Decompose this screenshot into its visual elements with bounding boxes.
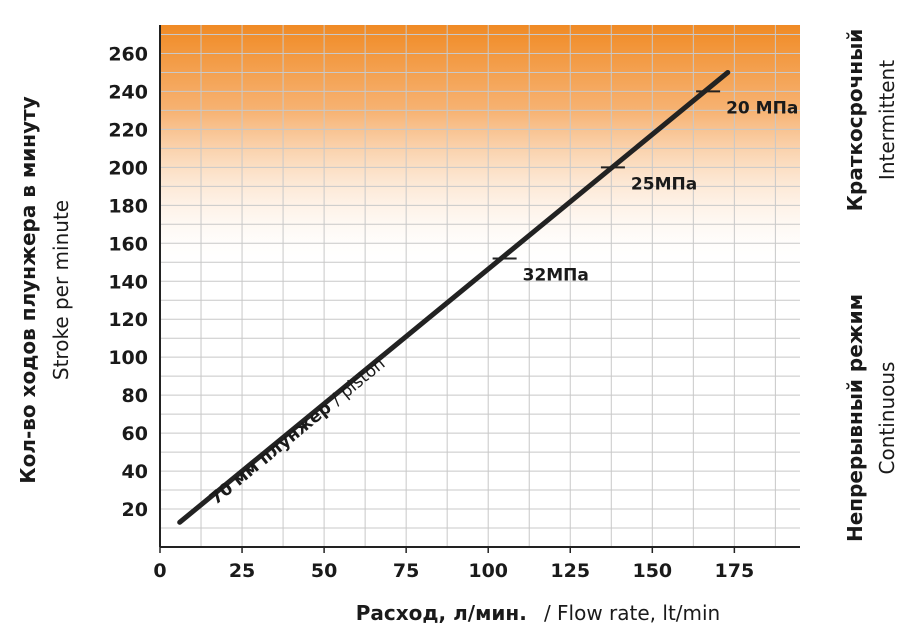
y-tick-label: 60 [122, 423, 148, 445]
y-tick-label: 100 [108, 347, 148, 369]
y-tick-label: 140 [108, 271, 148, 293]
x-tick-label: 75 [393, 560, 419, 582]
y-tick-label: 120 [108, 309, 148, 331]
y-axis-title-primary: Кол-во ходов плунжера в минуту [16, 96, 40, 484]
x-axis-title-primary: Расход, л/мин. [356, 601, 527, 625]
x-axis-title: Расход, л/мин. / Flow rate, lt/min [356, 601, 721, 625]
x-tick-label: 25 [229, 560, 255, 582]
region-intermittent-label-primary: Краткосрочный [843, 29, 867, 212]
x-tick-label: 150 [632, 560, 672, 582]
y-tick-label: 80 [122, 385, 148, 407]
x-tick-labels: 0 25 50 75 100 125 150 175 [153, 547, 754, 582]
x-axis-title-secondary: / Flow rate, lt/min [544, 601, 720, 625]
y-tick-label: 180 [108, 195, 148, 217]
y-tick-label: 40 [122, 461, 148, 483]
y-axis-title-secondary: Stroke per minute [49, 200, 73, 380]
x-tick-label: 50 [311, 560, 337, 582]
y-tick-label: 200 [108, 157, 148, 179]
y-tick-label: 260 [108, 43, 148, 65]
x-tick-label: 100 [468, 560, 508, 582]
region-continuous-label-primary: Непрерывный режим [843, 294, 867, 542]
y-tick-label: 160 [108, 233, 148, 255]
region-continuous-label-secondary: Continuous [875, 362, 899, 475]
y-tick-label: 240 [108, 81, 148, 103]
y-tick-labels: 20 40 60 80 100 120 140 160 180 200 220 240 260 [108, 43, 148, 521]
x-tick-label: 125 [550, 560, 590, 582]
x-tick-label: 175 [715, 560, 755, 582]
y-tick-label: 220 [108, 119, 148, 141]
annotations: 20 МПа 25МПа 32МПа [492, 90, 798, 285]
pressure-label: 32МПа [523, 265, 589, 285]
x-tick-label: 0 [153, 560, 166, 582]
region-intermittent-label-secondary: Intermittent [875, 60, 899, 180]
y-tick-label: 20 [122, 499, 148, 521]
grid [160, 25, 800, 547]
series-line [177, 69, 731, 525]
axes [159, 25, 800, 548]
pressure-label: 20 МПа [726, 98, 798, 118]
pressure-label: 25МПа [631, 174, 697, 194]
